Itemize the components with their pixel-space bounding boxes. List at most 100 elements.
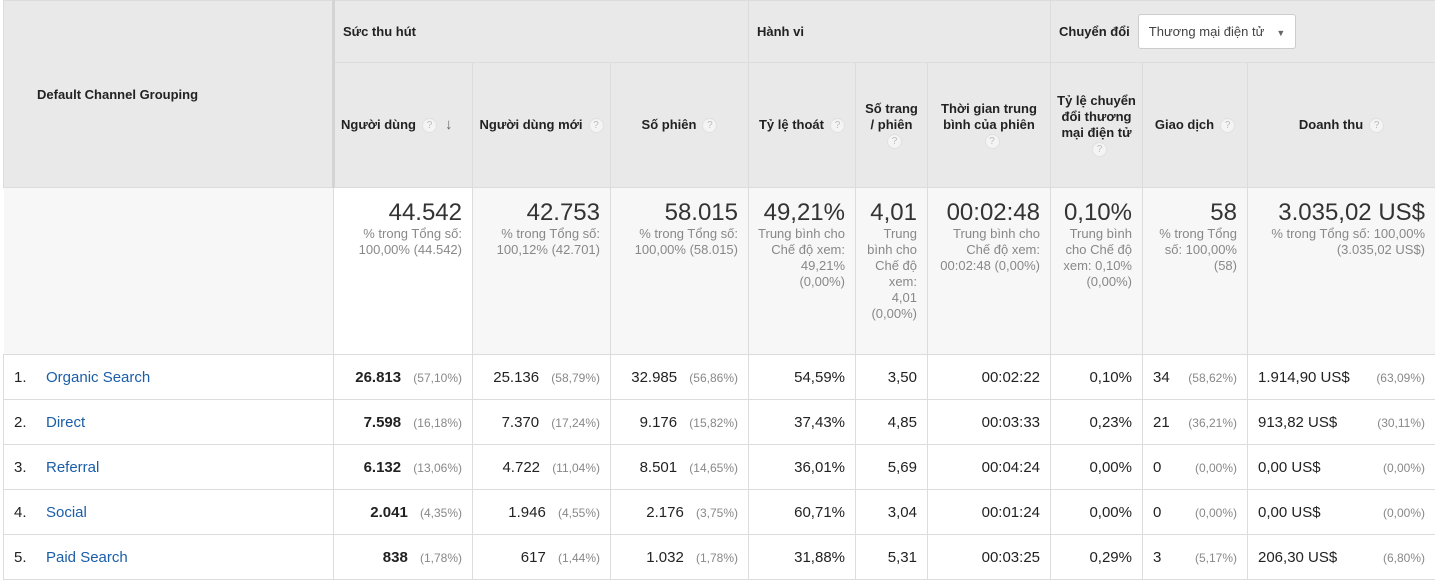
channel-link[interactable]: Direct [46,413,86,431]
new_users-value: 7.370 [501,413,540,431]
channel-link[interactable]: Organic Search [46,368,151,386]
users-cell: 26.813 (57,10%) [333,354,473,400]
total-subtext: % trong Tổng số: 100,00% (58.015) [634,226,738,257]
new_users-cell: 4.722 (11,04%) [472,444,611,490]
new_users-percent: (1,44%) [557,550,600,565]
new_users-cell: 25.136 (58,79%) [472,354,611,400]
revenue-value: 206,30 US$ [1258,548,1338,566]
revenue-value: 0,00 US$ [1258,503,1321,521]
users-cell: 6.132 (13,06%) [333,444,473,490]
column-header[interactable]: Giao dịch? [1142,62,1248,188]
column-header[interactable]: Số phiên? [610,62,749,188]
sessions-value: 2.176 [646,503,684,521]
total-cell: 00:02:48 Trung bình cho Chế độ xem: 00:02… [927,187,1051,355]
trans-value: 34 [1153,368,1170,386]
revenue-cell: 1.914,90 US$ (63,09%) [1246,354,1435,400]
column-header[interactable]: Tỷ lệ thoát? [748,62,856,188]
users-value: 2.041 [370,503,408,521]
trans-value: 0 [1153,458,1162,476]
table-row: 4. Social 2.041 (4,35%) 1.946 (4,55%) 2.176 … [3,489,1435,535]
new_users-value: 1.946 [508,503,546,521]
revenue-cell: 206,30 US$ (6,80%) [1246,534,1435,580]
conversion-select[interactable]: Thương mại điện tử ▼ [1137,14,1297,49]
totals-label-cell [3,187,334,355]
column-label: Tỷ lệ thoát [758,116,824,132]
users-value: 7.598 [363,413,402,431]
column-header[interactable]: Người dùng? ↓ [333,62,473,188]
users-cell: 2.041 (4,35%) [333,489,473,535]
column-header[interactable]: Số trang / phiên? [855,62,928,188]
channel-cell: 5. Paid Search [3,534,334,580]
total-value: 49,21% [763,199,845,226]
total-value: 42.753 [526,199,600,226]
users-percent: (1,78%) [419,550,462,565]
trans-value: 0 [1153,503,1162,521]
conversion-label: Chuyển đổi [1059,24,1130,39]
trans-cell: 0 (0,00%) [1142,444,1248,490]
help-icon[interactable]: ? [702,118,718,134]
sessions-value: 32.985 [631,368,678,386]
help-icon[interactable]: ? [887,134,902,150]
revenue-percent: (6,80%) [1382,550,1426,565]
help-icon[interactable]: ? [1092,142,1107,158]
users-value: 26.813 [355,368,402,386]
column-header[interactable]: Thời gian trung bình của phiên? [927,62,1051,188]
sort-down-arrow-icon[interactable]: ↓ [444,115,453,133]
users-value: 838 [382,548,408,566]
trans-value: 21 [1153,413,1170,431]
column-header[interactable]: Người dùng mới? [472,62,611,188]
pages-cell: 5,31 [855,534,928,580]
sessions-value: 8.501 [639,458,678,476]
trans-cell: 0 (0,00%) [1142,489,1248,535]
new_users-percent: (11,04%) [552,460,600,475]
total-value: 58.015 [664,199,738,226]
channel-link[interactable]: Paid Search [46,548,128,566]
help-icon[interactable]: ? [830,118,845,134]
total-cell: 3.035,02 US$% trong Tổng số: 100,00% (3.… [1246,187,1435,355]
channel-link[interactable]: Referral [46,458,100,476]
channel-link[interactable]: Social [46,503,87,521]
total-cell: 44.542% trong Tổng số: 100,00% (44.542) [333,187,473,355]
total-value: 00:02:48 [946,199,1040,226]
sessions-percent: (56,86%) [689,370,738,385]
total-subtext: % trong Tổng số: 100,00% (58) [1159,226,1237,273]
table-row: 5. Paid Search 838 (1,78%) 617 (1,44%) 1.032… [3,534,1435,580]
conv-cell: 0,00% [1050,489,1143,535]
conv-cell: 0,00% [1050,444,1143,490]
column-label: Thời gian trung bình của phiên [941,100,1037,132]
column-header[interactable]: Tỷ lệ chuyển đổi thương mại điện tử? [1050,62,1143,188]
total-cell: 0,10% Trung bình cho Chế độ xem: 0,10% (0… [1050,187,1143,355]
sessions-percent: (1,78%) [695,550,738,565]
users-cell: 838 (1,78%) [333,534,473,580]
conversion-select-value: Thương mại điện tử [1148,24,1265,39]
dimension-header: Default Channel Grouping [3,0,335,188]
duration-cell: 00:03:33 [927,399,1051,445]
total-subtext: % trong Tổng số: 100,00% (3.035,02 US$) [1271,226,1426,257]
duration-cell: 00:01:24 [927,489,1051,535]
table-row: 1. Organic Search 26.813 (57,10%) 25.136 (5… [3,354,1435,400]
bounce-cell: 31,88% [748,534,856,580]
help-icon[interactable]: ? [1220,118,1236,134]
help-icon[interactable]: ? [1369,118,1385,134]
pages-cell: 4,85 [855,399,928,445]
row-index: 3. [14,458,27,476]
total-value: 58 [1210,199,1237,226]
row-index: 1. [14,368,27,386]
pages-cell: 3,04 [855,489,928,535]
help-icon[interactable]: ? [588,118,604,134]
total-subtext: % trong Tổng số: 100,00% (44.542) [358,226,462,257]
row-index: 4. [14,503,27,521]
group-acquisition: Sức thu hút [333,0,749,63]
channel-cell: 3. Referral [3,444,334,490]
table-row: 3. Referral 6.132 (13,06%) 4.722 (11,04%) 8.… [3,444,1435,490]
help-icon[interactable]: ? [421,118,437,134]
revenue-value: 913,82 US$ [1258,413,1338,431]
sessions-value: 9.176 [639,413,678,431]
new_users-value: 4.722 [502,458,541,476]
bounce-cell: 36,01% [748,444,856,490]
column-header[interactable]: Doanh thu? [1246,62,1435,188]
revenue-cell: 913,82 US$ (30,11%) [1246,399,1435,445]
help-icon[interactable]: ? [984,134,1000,150]
sessions-percent: (3,75%) [695,505,738,520]
conv-cell: 0,23% [1050,399,1143,445]
